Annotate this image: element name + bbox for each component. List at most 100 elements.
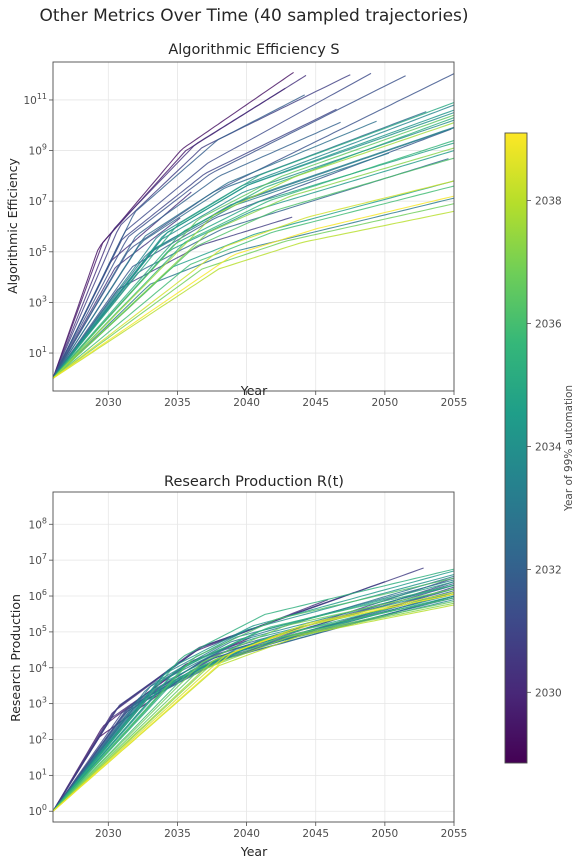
x-tick-label: 2040 — [233, 828, 260, 840]
trajectory-line-26 — [53, 570, 454, 812]
trajectory-line-37 — [53, 122, 454, 379]
trajectory-line-17 — [53, 120, 377, 379]
trajectory-line-4 — [53, 74, 307, 379]
trajectory-line-34 — [53, 114, 454, 379]
trajectory-line-20 — [53, 579, 454, 812]
panel-a-x-label: Year — [240, 383, 268, 398]
y-tick-label: 108 — [29, 516, 47, 531]
trajectory-line-39 — [53, 180, 454, 379]
y-tick-label: 107 — [29, 193, 47, 208]
trajectory-line-16 — [53, 590, 454, 812]
y-tick-label: 103 — [29, 696, 47, 711]
y-tick-label: 100 — [29, 803, 47, 818]
x-tick-label: 2050 — [371, 397, 398, 409]
y-tick-label: 105 — [29, 244, 47, 259]
research-production-panel: Research Production R(t) 2030 2035 2040 204… — [8, 474, 467, 859]
trajectory-line-11 — [53, 584, 454, 812]
algorithmic-efficiency-panel: Algorithmic Efficiency S 2030 2035 2040 204… — [5, 42, 467, 409]
panel-a-lines — [53, 71, 454, 379]
trajectory-line-21 — [53, 126, 454, 379]
y-tick-label: 103 — [29, 294, 47, 309]
trajectory-line-40 — [53, 195, 454, 379]
panel-a-title: Algorithmic Efficiency S — [168, 42, 339, 58]
trajectory-line-31 — [53, 139, 454, 379]
trajectory-line-12 — [53, 588, 454, 812]
x-tick-label: 2055 — [441, 397, 468, 409]
panel-b-y-ticks: 100 101 102 103 104 105 106 107 108 — [29, 516, 53, 818]
panel-a-y-ticks: 101 103 105 107 109 1011 — [23, 92, 53, 360]
x-tick-label: 2030 — [95, 828, 122, 840]
trajectory-line-5 — [53, 217, 181, 379]
trajectory-line-21 — [53, 593, 454, 812]
panel-b-grid — [53, 492, 455, 822]
panel-b-lines — [53, 567, 454, 812]
x-tick-label: 2035 — [164, 828, 191, 840]
panel-b-x-ticks: 2030 2035 2040 2045 2050 2055 — [95, 822, 467, 840]
panel-a-grid — [53, 62, 455, 391]
x-tick-label: 2030 — [95, 397, 122, 409]
trajectory-line-7 — [53, 74, 351, 379]
trajectory-line-36 — [53, 602, 454, 812]
trajectory-line-10 — [53, 75, 406, 379]
colorbar-tick-label: 2034 — [535, 441, 562, 453]
trajectory-line-35 — [53, 588, 454, 812]
panel-b-y-label: Research Production — [8, 594, 23, 722]
x-tick-label: 2050 — [371, 828, 398, 840]
y-tick-label: 101 — [29, 767, 47, 782]
trajectory-line-30 — [53, 117, 454, 379]
panel-a-y-label: Algorithmic Efficiency — [5, 158, 20, 294]
panel-b-x-label: Year — [240, 844, 268, 859]
colorbar-tick-label: 2038 — [535, 196, 562, 208]
colorbar-ticks: 2030 2032 2034 2036 2038 — [527, 196, 562, 699]
y-tick-label: 104 — [29, 660, 47, 675]
trajectory-line-14 — [53, 121, 341, 379]
trajectory-line-7 — [53, 581, 386, 812]
x-tick-label: 2045 — [302, 397, 329, 409]
colorbar-tick-label: 2036 — [535, 319, 562, 331]
trajectory-line-22 — [53, 584, 454, 812]
x-tick-label: 2040 — [233, 397, 260, 409]
trajectory-line-10 — [53, 581, 454, 812]
figure-title: Other Metrics Over Time (40 sampled traj… — [39, 6, 468, 26]
colorbar-tick-label: 2032 — [535, 564, 562, 576]
x-tick-label: 2055 — [441, 828, 468, 840]
trajectory-line-35 — [53, 203, 454, 379]
trajectory-line-15 — [53, 582, 454, 812]
trajectory-line-38 — [53, 210, 454, 379]
y-tick-label: 105 — [29, 624, 47, 639]
trajectory-line-34 — [53, 600, 454, 812]
trajectory-line-37 — [53, 593, 454, 812]
trajectory-line-22 — [53, 104, 454, 379]
panel-b-frame — [52, 491, 455, 823]
y-tick-label: 106 — [29, 588, 47, 603]
y-tick-label: 102 — [29, 732, 47, 747]
trajectory-line-30 — [53, 568, 454, 812]
panel-a-x-ticks: 2030 2035 2040 2045 2050 2055 — [95, 391, 467, 409]
trajectory-line-13 — [53, 94, 305, 379]
trajectory-line-1 — [53, 71, 294, 379]
trajectory-line-25 — [53, 588, 454, 812]
trajectory-line-29 — [53, 101, 454, 379]
colorbar: 2030 2032 2034 2036 2038 Year of 99% automat… — [504, 132, 575, 764]
colorbar-gradient — [504, 132, 528, 764]
panel-a-frame — [52, 61, 455, 392]
panel-b-title: Research Production R(t) — [164, 474, 344, 490]
x-tick-label: 2045 — [302, 828, 329, 840]
trajectory-line-19 — [53, 197, 454, 379]
colorbar-tick-label: 2030 — [535, 687, 562, 699]
trajectory-line-33 — [53, 157, 454, 379]
trajectory-line-31 — [53, 584, 454, 812]
y-tick-label: 109 — [29, 143, 47, 158]
trajectory-line-32 — [53, 185, 454, 379]
trajectory-line-25 — [53, 109, 454, 379]
colorbar-label: Year of 99% automation — [563, 385, 575, 512]
trajectory-line-36 — [53, 147, 454, 379]
trajectory-line-33 — [53, 577, 454, 812]
trajectory-line-18 — [53, 575, 454, 812]
trajectory-line-40 — [53, 593, 454, 812]
trajectory-line-38 — [53, 604, 454, 812]
trajectory-line-23 — [53, 599, 454, 812]
y-tick-label: 1011 — [23, 92, 47, 107]
y-tick-label: 107 — [29, 552, 47, 567]
